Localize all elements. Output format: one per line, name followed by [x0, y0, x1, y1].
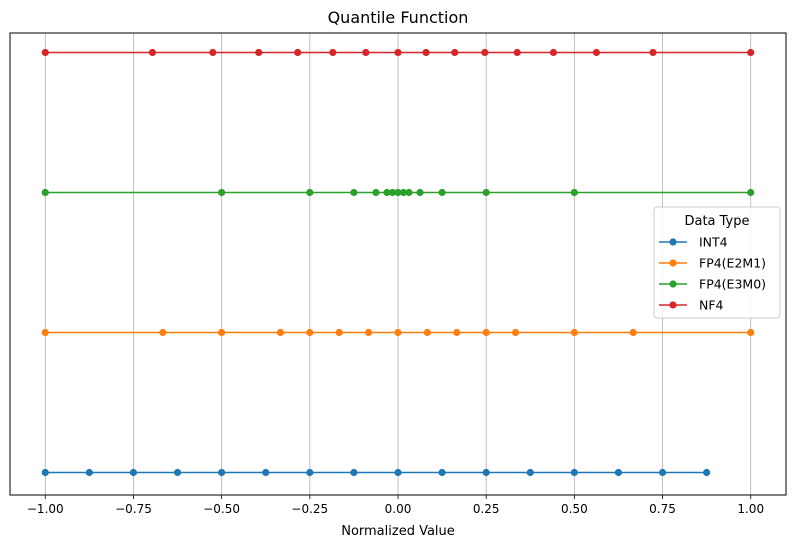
data-point: [372, 188, 380, 197]
series-nf4: [41, 48, 755, 57]
data-point: [262, 468, 270, 477]
data-point: [526, 468, 534, 477]
data-point: [329, 48, 337, 57]
data-point: [482, 188, 490, 197]
series-fp4-e3m0-: [41, 188, 755, 197]
data-point: [511, 328, 520, 337]
x-tick-label: 0.00: [385, 502, 412, 516]
legend-swatch-marker: [669, 280, 677, 288]
data-point: [438, 468, 446, 477]
grid-lines: [44, 33, 752, 495]
data-point: [394, 48, 402, 57]
data-point: [703, 468, 711, 477]
series-int4: [41, 468, 711, 477]
data-point: [41, 328, 49, 337]
data-point: [481, 48, 489, 57]
data-point: [209, 48, 217, 57]
data-point: [570, 328, 578, 337]
data-point: [383, 188, 391, 197]
legend-item: FP4(E2M1): [659, 256, 766, 271]
data-point: [399, 188, 408, 197]
data-point: [350, 188, 358, 197]
data-point: [306, 188, 314, 197]
x-tick-label: −0.25: [291, 502, 328, 516]
data-point: [416, 188, 424, 197]
data-point: [629, 328, 637, 337]
data-point: [306, 468, 314, 477]
data-point: [294, 48, 302, 57]
legend-label: FP4(E3M0): [699, 277, 766, 292]
data-point: [405, 188, 413, 197]
data-point: [173, 468, 182, 477]
data-point: [747, 48, 755, 57]
data-point: [362, 48, 370, 57]
data-point: [614, 468, 623, 477]
data-point: [513, 48, 521, 57]
data-point: [335, 328, 343, 337]
data-point: [570, 468, 578, 477]
data-point: [218, 468, 226, 477]
data-point: [365, 328, 373, 337]
data-point: [218, 188, 226, 197]
legend-title: Data Type: [684, 214, 749, 229]
data-point: [592, 48, 601, 57]
data-point: [649, 48, 657, 57]
x-axis-ticks: −1.00 −0.75 −0.50 −0.25 0.00 0.25 0.50 0.75 1.00: [27, 495, 764, 516]
legend-item: FP4(E3M0): [659, 277, 766, 292]
x-tick-label: 0.25: [473, 502, 500, 516]
legend-label: INT4: [699, 235, 728, 250]
data-point: [453, 328, 461, 337]
data-point: [747, 188, 755, 197]
x-tick-label: 0.75: [649, 502, 676, 516]
legend-frame: [653, 206, 781, 319]
data-point: [148, 48, 157, 57]
data-point: [85, 468, 93, 477]
data-point: [350, 468, 358, 477]
x-axis-label: Normalized Value: [341, 524, 455, 539]
data-point: [276, 328, 285, 337]
data-point: [451, 48, 459, 57]
data-point: [747, 328, 755, 337]
legend-swatch-marker: [669, 301, 677, 309]
data-point: [255, 48, 263, 57]
data-point: [422, 48, 430, 57]
x-tick-label: −1.00: [27, 502, 64, 516]
data-point: [423, 328, 431, 337]
x-tick-label: 0.50: [561, 502, 588, 516]
data-point: [159, 328, 167, 337]
series-layer: [41, 48, 755, 477]
data-point: [549, 48, 558, 57]
data-point: [570, 188, 578, 197]
data-point: [482, 468, 490, 477]
series-fp4-e2m1-: [41, 328, 755, 337]
data-point: [218, 328, 226, 337]
legend-label: NF4: [699, 298, 724, 313]
chart-title: Quantile Function: [328, 8, 469, 27]
legend-items: INT4 FP4(E2M1) FP4(E3M0) NF4: [659, 235, 766, 313]
legend-item: NF4: [659, 298, 724, 313]
legend: Data Type INT4 FP4(E2M1) FP4(E3M0) NF4: [653, 206, 781, 319]
data-point: [41, 188, 49, 197]
legend-item: INT4: [659, 235, 728, 250]
data-point: [41, 468, 49, 477]
data-point: [394, 188, 402, 197]
x-tick-label: −0.75: [115, 502, 152, 516]
data-point: [388, 188, 397, 197]
data-point: [438, 188, 446, 197]
x-tick-label: 1.00: [737, 502, 764, 516]
data-point: [394, 468, 402, 477]
legend-swatch-marker: [669, 238, 677, 246]
legend-swatch-marker: [669, 259, 677, 267]
legend-label: FP4(E2M1): [699, 256, 766, 271]
data-point: [306, 328, 314, 337]
data-point: [41, 48, 49, 57]
x-tick-label: −0.50: [203, 502, 240, 516]
data-point: [394, 328, 402, 337]
data-point: [129, 468, 138, 477]
data-point: [482, 328, 490, 337]
data-point: [658, 468, 667, 477]
